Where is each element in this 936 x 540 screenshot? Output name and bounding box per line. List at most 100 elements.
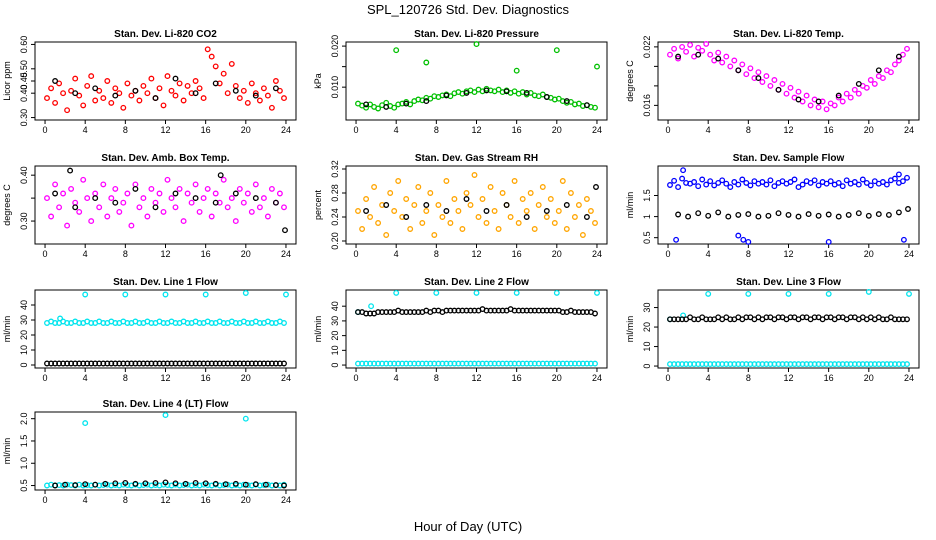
data-point	[563, 202, 570, 208]
data-point	[583, 214, 590, 220]
x-tick-label: 4	[83, 249, 88, 259]
series-1	[667, 288, 912, 368]
data-point	[575, 202, 582, 208]
data-point	[52, 482, 59, 489]
series-1	[44, 290, 289, 326]
data-point	[825, 290, 832, 297]
data-point	[439, 214, 446, 220]
x-tick-label: 0	[666, 249, 671, 259]
data-point	[60, 190, 67, 197]
data-point	[176, 185, 183, 192]
data-point	[281, 320, 287, 326]
data-point	[503, 202, 510, 208]
data-point	[735, 232, 742, 239]
data-point	[208, 53, 215, 60]
data-point	[667, 182, 673, 188]
data-point	[883, 181, 890, 188]
x-tick-label: 16	[824, 125, 834, 135]
panel-title: Stan. Dev. Line 2 Flow	[424, 277, 529, 288]
data-point	[272, 482, 279, 489]
data-point	[136, 97, 143, 104]
y-axis-label: ml/min	[2, 438, 12, 465]
data-point	[515, 220, 522, 226]
x-tick-label: 24	[904, 125, 914, 135]
data-point	[367, 214, 374, 220]
x-tick-label: 16	[512, 249, 522, 259]
data-point	[80, 102, 87, 109]
data-point	[44, 95, 50, 102]
data-point	[825, 238, 832, 245]
data-point	[475, 214, 482, 220]
data-point	[851, 179, 858, 185]
data-point	[355, 208, 361, 214]
x-tick-label: 0	[354, 125, 359, 135]
data-point	[731, 179, 738, 185]
data-point	[711, 182, 718, 189]
x-tick-label: 24	[592, 125, 602, 135]
data-point	[699, 47, 706, 54]
x-tick-label: 24	[904, 249, 914, 259]
data-point	[887, 69, 894, 76]
panel-title: Stan. Dev. Gas Stream RH	[415, 153, 538, 164]
data-point	[667, 51, 673, 58]
data-point	[368, 303, 375, 310]
x-tick-label: 20	[864, 373, 874, 383]
data-point	[182, 480, 189, 487]
data-point	[281, 482, 287, 489]
x-tick-label: 20	[864, 249, 874, 259]
data-point	[57, 315, 64, 322]
x-tick-label: 16	[201, 373, 211, 383]
data-point	[272, 199, 279, 206]
x-tick-label: 0	[43, 249, 48, 259]
y-tick-label: 0	[642, 364, 652, 369]
data-point	[383, 232, 390, 238]
data-point	[705, 212, 712, 219]
data-point	[102, 480, 109, 487]
x-tick-label: 20	[864, 125, 874, 135]
series-1	[355, 41, 600, 112]
y-tick-label: 40	[330, 301, 340, 311]
data-point	[539, 91, 546, 98]
data-point	[108, 195, 115, 202]
data-point	[499, 190, 506, 196]
data-point	[120, 104, 127, 111]
data-point	[771, 77, 778, 83]
figure-title: SPL_120726 Std. Dev. Diagnostics	[367, 2, 570, 17]
y-axis-label: ml/min	[625, 316, 635, 343]
data-point	[164, 176, 171, 183]
data-point	[763, 73, 770, 80]
data-point	[735, 211, 742, 218]
data-point	[208, 213, 215, 220]
data-point	[411, 202, 418, 208]
data-point	[204, 46, 211, 53]
data-point	[847, 94, 854, 101]
data-point	[142, 480, 149, 487]
data-point	[531, 226, 538, 232]
data-point	[795, 96, 802, 103]
data-point	[423, 98, 430, 105]
data-point	[487, 184, 494, 190]
data-point	[252, 195, 259, 202]
data-point	[256, 97, 263, 104]
data-point	[162, 479, 169, 486]
x-tick-label: 20	[552, 373, 562, 383]
series-2	[355, 306, 598, 317]
data-point	[473, 289, 480, 296]
series-2	[52, 479, 287, 489]
data-point	[387, 190, 394, 196]
data-point	[463, 196, 470, 202]
data-point	[904, 174, 910, 181]
data-point	[415, 184, 422, 190]
data-point	[725, 213, 732, 220]
data-point	[52, 181, 59, 188]
data-point	[571, 214, 578, 220]
data-point	[152, 204, 159, 211]
data-point	[283, 291, 289, 298]
y-tick-label: 30	[19, 315, 29, 325]
series-1	[667, 167, 910, 245]
x-tick-label: 12	[783, 125, 793, 135]
y-tick-label: 20	[330, 331, 340, 341]
data-point	[551, 220, 558, 226]
x-tick-label: 8	[746, 373, 751, 383]
x-tick-label: 20	[241, 249, 251, 259]
